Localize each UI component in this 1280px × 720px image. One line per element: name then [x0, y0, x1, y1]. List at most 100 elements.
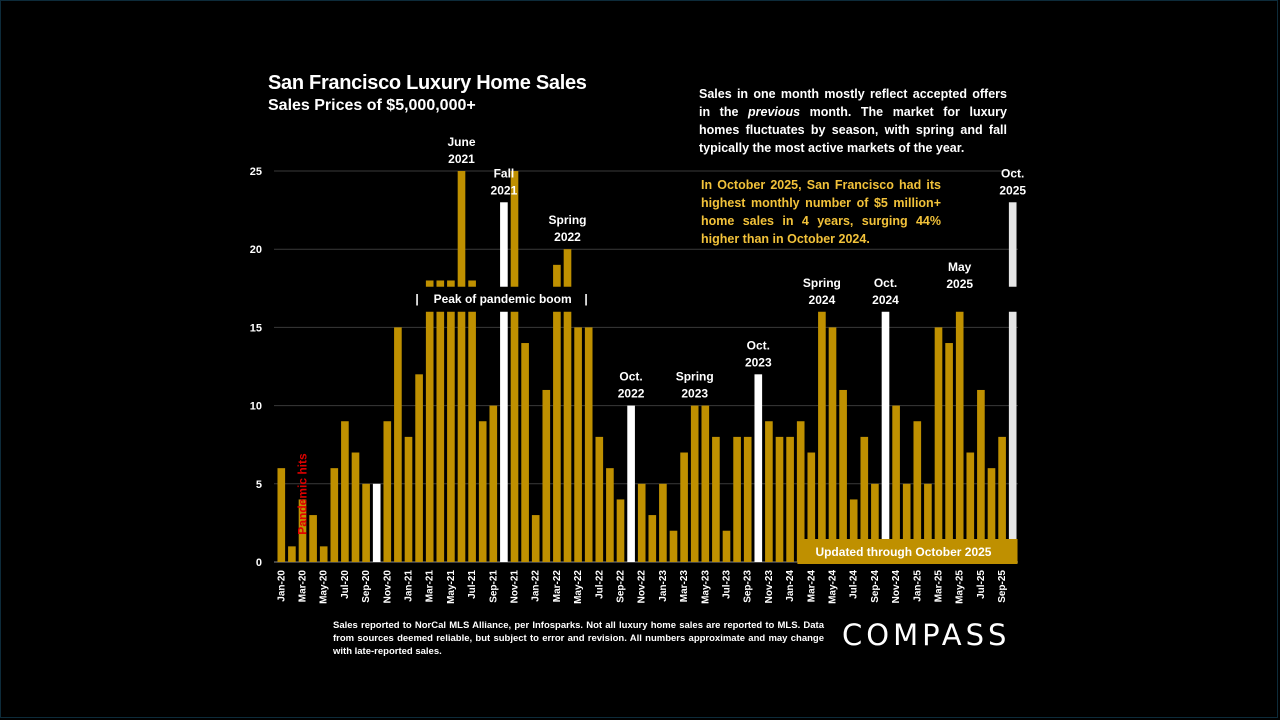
bar-oct-24	[881, 311, 890, 562]
x-tick-label: Jan-21	[404, 570, 415, 602]
bar-apr-23	[690, 405, 699, 562]
bar-annotation: Fall	[494, 166, 515, 180]
x-tick-label: Sep-21	[488, 570, 499, 603]
peak-bracket-left: |	[415, 292, 418, 306]
x-tick-label: Nov-22	[637, 570, 648, 604]
bar-feb-20	[288, 546, 296, 562]
axis-break-gap	[509, 286, 520, 312]
bar-jan-24	[786, 436, 794, 562]
pandemic-label: Pandemic hits	[296, 453, 310, 535]
x-tick-label: Jul-22	[594, 570, 605, 599]
bar-annotation: 2021	[448, 152, 475, 166]
x-tick-label: May-25	[955, 570, 966, 604]
bar-may-23	[701, 405, 710, 562]
bar-annotation: May	[948, 260, 972, 274]
october-highlight-note: In October 2025, San Francisco had its h…	[701, 178, 941, 246]
bar-oct-21	[500, 202, 508, 562]
bar-jun-21	[457, 171, 466, 562]
bar-dec-24	[902, 483, 911, 562]
bar-nov-22	[637, 483, 646, 562]
bar-apr-20	[309, 515, 317, 562]
note-part1: Sales in one month mostly reflect accept…	[699, 87, 1007, 119]
bar-annotation: Spring	[676, 370, 714, 384]
bar-annotation: 2022	[618, 387, 645, 401]
updated-banner-text: Updated through October 2025	[815, 545, 991, 559]
x-tick-label: Sep-25	[997, 570, 1008, 603]
bar-sep-25	[998, 436, 1006, 562]
bar-feb-23	[669, 530, 678, 562]
bar-mar-23	[680, 452, 688, 562]
bar-jun-23	[712, 436, 720, 562]
bar-oct-20	[372, 483, 381, 562]
bar-aug-20	[351, 452, 360, 562]
bar-jun-22	[584, 327, 593, 562]
bar-annotation: 2022	[554, 230, 581, 244]
x-tick-label: Jul-23	[722, 570, 733, 599]
annotations: Updated through October 2025 June 2021 Fall…	[296, 135, 1026, 564]
bar-annotation: 2025	[999, 183, 1026, 197]
axis-break-gap	[456, 286, 467, 312]
bar-jul-20	[341, 421, 349, 562]
note-emphasis: previous	[748, 105, 801, 119]
bar-jul-25	[977, 389, 985, 562]
bar-jan-20	[277, 468, 286, 562]
axis-break-gap	[499, 286, 509, 312]
bar-oct-22	[627, 405, 635, 562]
y-tick-label: 15	[250, 322, 262, 334]
bar-may-24	[828, 327, 837, 562]
x-tick-label: May-24	[828, 570, 839, 604]
bar-jan-25	[913, 421, 922, 562]
bar-feb-24	[796, 421, 805, 562]
bar-annotation: Spring	[803, 276, 841, 290]
bar-may-21	[447, 280, 455, 562]
bar-sep-23	[743, 436, 752, 562]
peak-label: Peak of pandemic boom	[434, 292, 572, 306]
x-tick-label: Sep-24	[870, 570, 881, 603]
x-tick-label: May-23	[700, 570, 711, 604]
bar-annotation: Oct.	[1001, 166, 1024, 180]
bar-sep-20	[362, 483, 370, 562]
bar-oct-25	[1008, 202, 1017, 562]
bar-apr-24	[818, 311, 826, 562]
x-tick-label: Jan-24	[785, 570, 796, 602]
bar-sep-22	[616, 499, 625, 562]
x-tick-label: Nov-24	[891, 570, 902, 604]
axis-break-gap	[424, 286, 435, 312]
chart-subtitle: Sales Prices of $5,000,000+	[268, 97, 476, 114]
bar-annotation: 2024	[872, 293, 899, 307]
bar-aug-24	[860, 436, 869, 562]
bar-jan-23	[659, 483, 667, 562]
x-tick-label: Sep-23	[743, 570, 754, 603]
y-tick-label: 20	[250, 244, 262, 256]
bar-dec-20	[394, 327, 402, 562]
axis-break-gap	[954, 286, 965, 312]
source-footnote: Sales reported to NorCal MLS Alliance, p…	[333, 620, 824, 657]
bar-mar-20	[298, 499, 307, 562]
bar-nov-21	[510, 171, 519, 562]
bar-annotation: Oct.	[747, 338, 770, 352]
bar-mar-25	[934, 327, 943, 562]
y-tick-label: 25	[250, 166, 262, 178]
bar-annotation: Spring	[549, 213, 587, 227]
bar-jan-21	[404, 436, 413, 562]
x-tick-label: Jul-25	[976, 570, 987, 599]
x-tick-label: Mar-22	[552, 570, 563, 603]
x-tick-label: Jul-21	[467, 570, 478, 599]
axis-break-gap	[446, 286, 456, 312]
bar-dec-23	[775, 436, 784, 562]
x-tick-label: Jul-24	[849, 570, 860, 599]
x-tick-label: Sep-22	[616, 570, 627, 603]
bar-feb-22	[542, 389, 551, 562]
bar-apr-22	[563, 249, 572, 562]
x-tick-label: Mar-21	[425, 570, 436, 603]
bar-annotation: Oct.	[619, 370, 642, 384]
peak-bracket-right: |	[584, 292, 587, 306]
bars	[277, 171, 1017, 562]
x-tick-label: Jan-25	[912, 570, 923, 602]
x-tick-label: May-21	[446, 570, 457, 604]
bar-jun-25	[966, 452, 975, 562]
bar-may-20	[319, 546, 328, 562]
bar-feb-25	[924, 483, 932, 562]
bar-jan-22	[531, 515, 540, 562]
